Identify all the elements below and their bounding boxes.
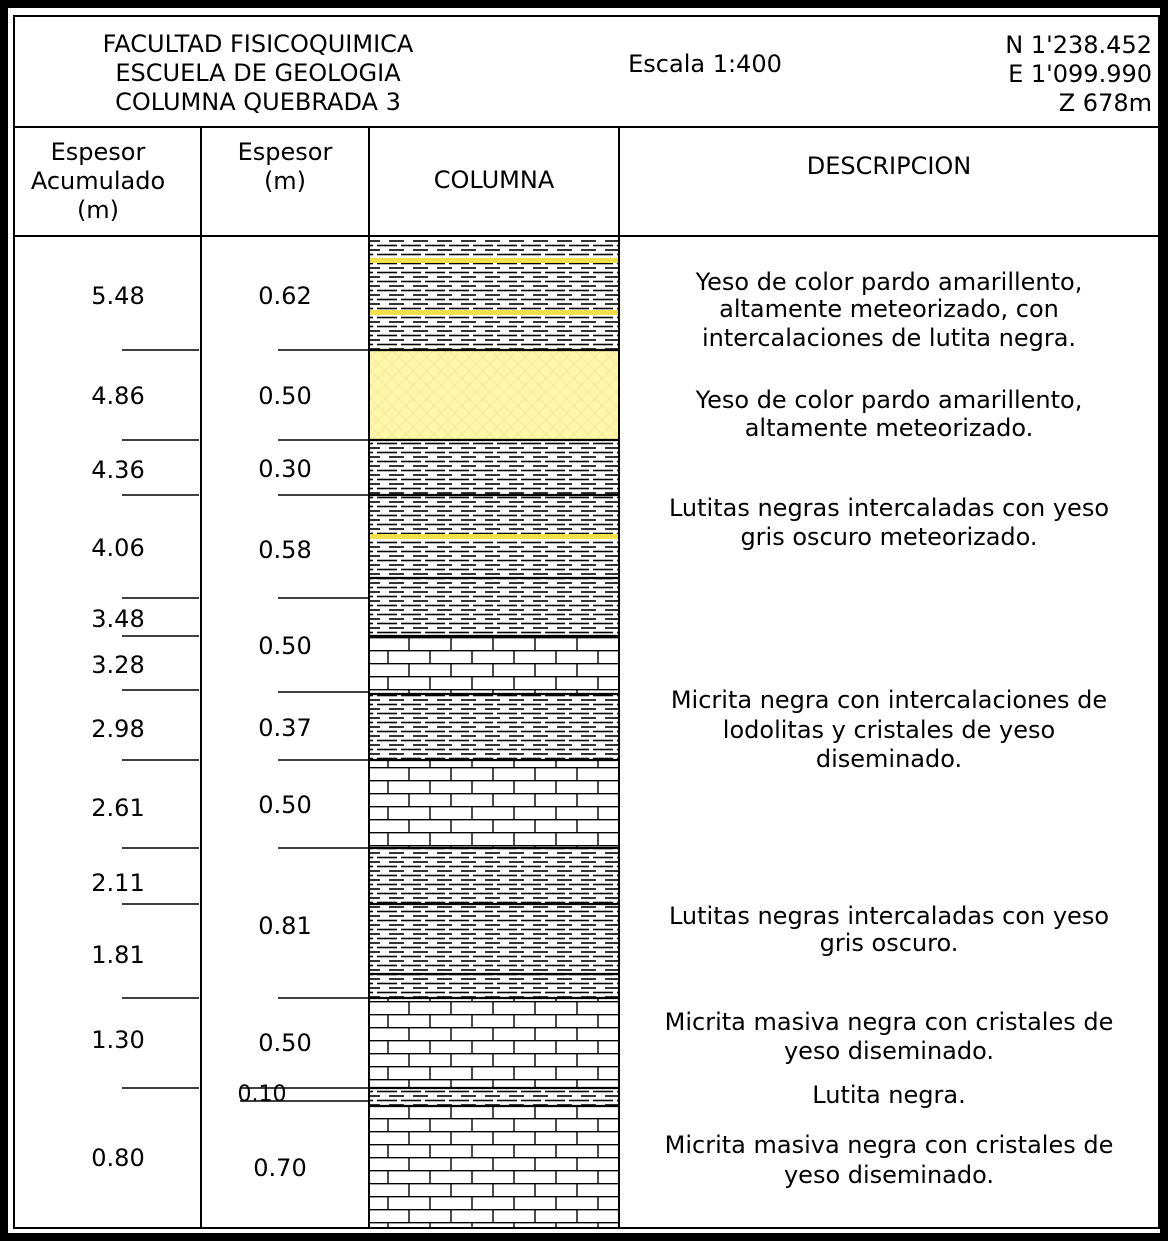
thickness-value: 0.30	[258, 455, 311, 483]
accumulated-ticks	[122, 349, 199, 1089]
accumulated-value: 1.30	[91, 1026, 144, 1054]
description-line: Lutita negra.	[812, 1081, 965, 1109]
gypsum-band	[370, 258, 618, 263]
description-block: Lutitas negras intercaladas con yeso gri…	[669, 494, 1109, 551]
scale-label: Escala 1:400	[628, 50, 782, 78]
accumulated-value: 3.28	[91, 651, 144, 679]
description-line: Lutitas negras intercaladas con yeso	[669, 902, 1109, 930]
layer-micrite	[370, 998, 618, 1088]
institution-line: ESCUELA DE GEOLOGIA	[115, 59, 401, 87]
coord-elevation: Z 678m	[1059, 89, 1152, 117]
thickness-value: 0.50	[258, 791, 311, 819]
coord-north: N 1'238.452	[1005, 31, 1152, 59]
layer-shale-gypsum	[370, 238, 618, 350]
thickness-value: 0.50	[258, 382, 311, 410]
header-thickness: (m)	[264, 167, 306, 195]
header-thickness: Espesor	[238, 138, 333, 166]
thickness-value: 0.81	[258, 912, 311, 940]
layer-shale-thin	[370, 1088, 618, 1106]
description-block: Lutitas negras intercaladas con yeso gri…	[669, 902, 1109, 957]
header-description: DESCRIPCION	[807, 152, 972, 180]
description-block: Micrita masiva negra con cristales de ye…	[665, 1008, 1114, 1065]
title-block: FACULTAD FISICOQUIMICA ESCUELA DE GEOLOG…	[103, 30, 1152, 117]
description-block: Lutita negra.	[812, 1081, 965, 1109]
description-line: yeso diseminado.	[784, 1161, 994, 1189]
accumulated-value: 4.06	[91, 534, 144, 562]
description-line: intercalaciones de lutita negra.	[702, 324, 1076, 352]
layer-shale	[370, 848, 618, 998]
accumulated-value: 2.61	[91, 794, 144, 822]
gypsum-band	[370, 534, 618, 539]
description-line: diseminado.	[816, 745, 962, 773]
header-column: COLUMNA	[434, 166, 555, 194]
description-block: Micrita masiva negra con cristales de ye…	[665, 1131, 1114, 1189]
thickness-values: 0.62 0.50 0.30 0.58 0.50 0.37 0.50 0.81 …	[238, 282, 312, 1182]
description-line: Yeso de color pardo amarillento,	[695, 386, 1083, 414]
thickness-ticks	[240, 349, 369, 1102]
layer-micrite	[370, 636, 618, 694]
description-line: gris oscuro.	[820, 929, 959, 957]
accumulated-value: 4.36	[91, 456, 144, 484]
accumulated-value: 1.81	[91, 941, 144, 969]
description-block: Micrita negra con intercalaciones de lod…	[671, 686, 1107, 773]
description-line: Yeso de color pardo amarillento,	[695, 268, 1083, 296]
layer-micrite	[370, 760, 618, 848]
thickness-value: 0.62	[258, 282, 311, 310]
column-headers: Espesor Acumulado (m) Espesor (m) COLUMN…	[31, 138, 971, 224]
column-title: COLUMNA QUEBRADA 3	[115, 88, 401, 116]
thickness-value: 0.58	[258, 536, 311, 564]
layer-mudstone	[370, 694, 618, 760]
description-line: altamente meteorizado, con	[719, 295, 1059, 323]
header-accumulated: Espesor	[51, 138, 146, 166]
thickness-value: 0.50	[258, 1029, 311, 1057]
layer-micrite	[370, 1106, 618, 1227]
accumulated-value: 0.80	[91, 1144, 144, 1172]
description-line: gris oscuro meteorizado.	[740, 523, 1037, 551]
thickness-value: 0.10	[238, 1082, 287, 1107]
gypsum-band	[370, 310, 618, 315]
accumulated-value: 2.98	[91, 715, 144, 743]
description-block: Yeso de color pardo amarillento, altamen…	[695, 386, 1083, 442]
description-line: yeso diseminado.	[784, 1037, 994, 1065]
layer-gypsum	[370, 350, 618, 440]
description-line: Micrita negra con intercalaciones de	[671, 686, 1107, 714]
accumulated-value: 4.86	[91, 382, 144, 410]
accumulated-value: 3.48	[91, 605, 144, 633]
inner-frame	[13, 15, 1160, 1229]
thickness-value: 0.50	[258, 632, 311, 660]
description-block: Yeso de color pardo amarillento, altamen…	[695, 268, 1083, 352]
description-line: lodolitas y cristales de yeso	[723, 716, 1055, 744]
description-line: Lutitas negras intercaladas con yeso	[669, 494, 1109, 522]
accumulated-value: 2.11	[91, 869, 144, 897]
header-accumulated: (m)	[77, 196, 119, 224]
accumulated-values: 5.48 4.86 4.36 4.06 3.48 3.28 2.98 2.61 …	[91, 282, 144, 1172]
descriptions: Yeso de color pardo amarillento, altamen…	[665, 268, 1114, 1189]
institution-line: FACULTAD FISICOQUIMICA	[103, 30, 414, 58]
description-line: Micrita masiva negra con cristales de	[665, 1131, 1114, 1159]
thickness-value: 0.37	[258, 714, 311, 742]
lithology-column	[370, 238, 618, 1227]
coord-east: E 1'099.990	[1008, 60, 1152, 88]
accumulated-value: 5.48	[91, 282, 144, 310]
thickness-value: 0.70	[253, 1154, 306, 1182]
header-accumulated: Acumulado	[31, 167, 165, 195]
description-line: altamente meteorizado.	[745, 414, 1034, 442]
description-line: Micrita masiva negra con cristales de	[665, 1008, 1114, 1036]
